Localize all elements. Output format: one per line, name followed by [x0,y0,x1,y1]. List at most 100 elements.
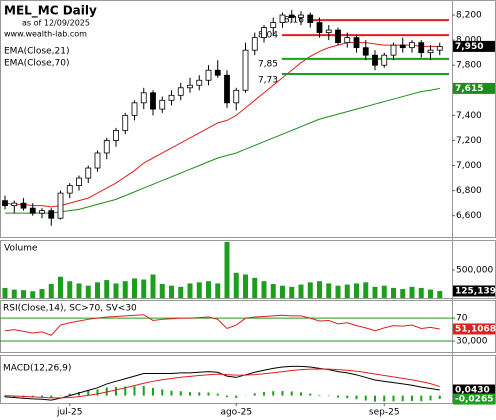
level-label: 7,73 [258,75,278,85]
volume-bar [261,281,267,298]
candle-body [418,42,425,54]
candle-body [2,200,8,207]
y-tick-label: 30,000 [456,337,488,347]
histogram-bar [327,395,330,397]
histogram-bar [392,395,395,402]
value-box [453,82,495,94]
volume-bar [104,280,110,298]
y-tick-label: 7,800 [456,61,482,71]
histogram-bar [142,385,145,396]
volume-bar [224,242,230,298]
candle-body [177,87,184,96]
level-label: 8,04 [258,31,278,41]
candle-body [261,27,267,39]
volume-bar [418,287,424,298]
value-box [453,384,495,396]
candle-body [66,185,73,194]
value-label: 7,615 [455,84,483,94]
value-label: 51,1068 [455,324,496,334]
volume-bar [326,283,332,298]
histogram-bar [96,389,99,396]
candle-body [316,22,323,34]
y-tick-label: 7,400 [456,111,482,121]
candle-body [224,74,230,104]
y-tick-label: 7,000 [456,161,482,171]
volume-bar [363,282,369,298]
volume-bar [122,281,128,298]
y-tick-label: 6,600 [456,211,482,221]
histogram-bar [226,395,228,398]
histogram-bar [152,387,154,396]
volume-bar [391,287,396,298]
rsi-line [4,314,440,336]
candle-body [168,94,175,101]
volume-bar [215,283,221,298]
histogram-bar [364,395,367,401]
volume-bar [381,285,387,298]
candle-body [242,49,249,91]
candle-body [113,130,119,141]
histogram-bar [300,392,302,396]
candle-body [140,92,147,104]
x-tick-label: ago-25 [220,408,252,418]
legend-entry: EMA(Close,70) [4,59,69,69]
histogram-bar [318,394,321,396]
volume-bar [178,286,184,298]
histogram-bar [41,395,43,398]
volume-bar [307,282,313,298]
histogram-bar [355,395,358,400]
histogram-bar [68,393,71,396]
candle-body [251,37,258,51]
histogram-bar [346,395,349,399]
candle-body [85,167,92,179]
volume-bar [76,283,82,298]
candle-body [409,42,415,49]
x-tick-label: jul-25 [56,408,82,418]
value-box [453,393,495,405]
candle-body [196,79,203,86]
histogram-bar [253,393,256,396]
volume-bar [30,291,36,298]
candle-body [307,14,314,23]
histogram-bar [235,395,238,398]
panel-title: Volume [4,244,38,254]
volume-bar [252,277,258,298]
candle-body [427,49,434,54]
histogram-bar [170,390,173,396]
volume-bar [372,286,378,298]
volume-bar [243,274,248,298]
histogram-bar [207,392,210,396]
volume-bar [21,290,26,298]
candle-body [103,140,110,154]
candle-body [270,22,277,28]
histogram-bar [337,395,339,398]
candle-body [233,89,240,104]
candle-body [372,54,378,66]
volume-bar [169,285,174,298]
volume-bar [233,272,239,298]
candle-body [205,69,212,81]
legend-entry: EMA(Close,21) [4,47,69,57]
panel-title: MACD(12,26,9) [3,364,71,374]
value-label: -0,0265 [455,395,493,405]
candle-body [279,14,286,23]
histogram-bar [263,392,265,396]
histogram-bar [383,395,386,402]
candle-body [298,14,304,18]
histogram-bar [189,392,191,396]
volume-bar [95,282,100,298]
histogram-bar [438,395,441,400]
volume-bar [298,284,304,298]
candle-body [159,99,166,110]
volume-bar [409,286,415,298]
panel-title: RSI(Close,14), SC>70, SV<30 [3,304,137,314]
volume-bar [67,281,73,298]
candle-body [94,152,101,169]
volume-bar [85,285,91,298]
histogram-bar [429,395,432,401]
histogram-bar [124,386,127,396]
volume-bar [196,282,202,298]
candle-body [39,210,45,214]
volume-bar [428,289,433,298]
